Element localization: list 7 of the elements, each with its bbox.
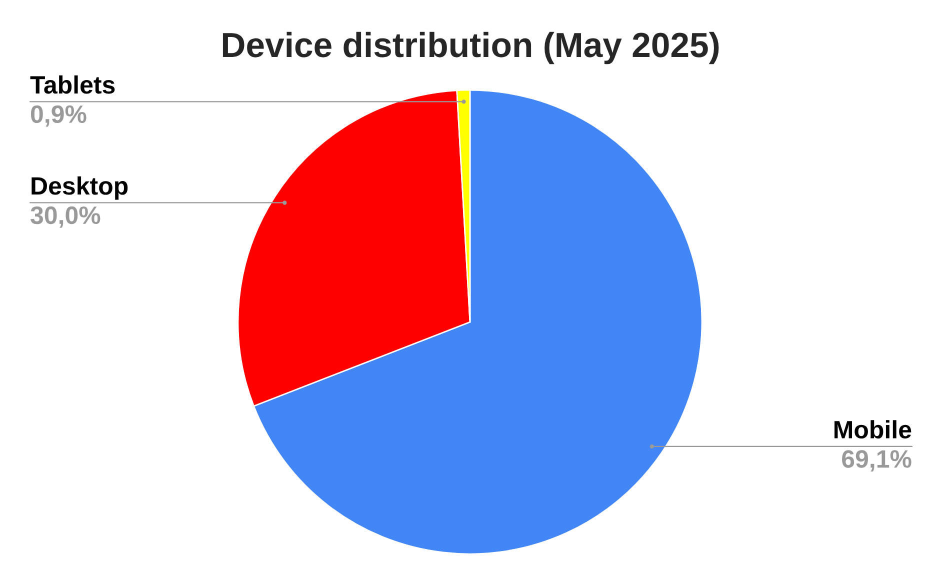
data-label: 69,1%: [842, 450, 912, 472]
data-label: 0,9%: [30, 105, 86, 127]
slice-label: Tablets: [30, 75, 115, 94]
data-label: 30,0%: [30, 206, 100, 228]
chart-title: Device distribution (May 2025): [222, 32, 719, 64]
slice-label: Desktop: [32, 176, 128, 200]
slice-label: Mobile: [834, 420, 912, 439]
